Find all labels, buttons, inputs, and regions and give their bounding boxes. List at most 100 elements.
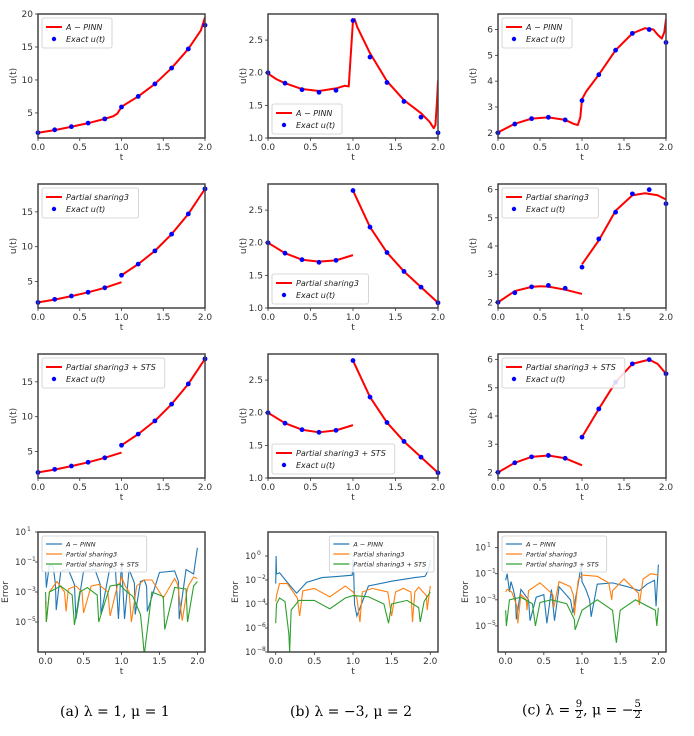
exact-point [135,431,141,437]
exact-point [512,290,518,296]
y-tick-label: 10 [475,622,486,632]
legend-marker-exact [281,292,287,298]
y-tick-label: 3 [487,440,493,450]
x-tick-label: 0.0 [261,483,276,493]
x-tick-label: 1.0 [346,143,361,153]
legend-label: Partial sharing3 + STS [353,560,426,568]
caption-c-mid: , μ = − [583,702,634,719]
x-tick-label: 1.0 [575,313,590,323]
exact-point [69,463,74,469]
x-axis-label: t [120,493,124,503]
y-tick-label: 10 [22,76,34,86]
exact-point [546,453,551,458]
exact-point [646,357,652,363]
x-tick-label: 2.0 [659,143,674,153]
legend-box [41,357,166,389]
legend-label: Partial sharing3 + STS [66,560,139,568]
y-tick-exponent: −6 [257,622,266,629]
exact-point [367,224,373,230]
caption-a-label: (a) [60,704,80,720]
exact-point [102,455,108,461]
legend-marker-exact [51,376,57,382]
legend: Partial sharing3 Exact u(t) [501,187,599,219]
caption-a-text: λ = 1, μ = 1 [83,704,170,720]
legend: A − PINN Exact u(t) [501,17,573,49]
exact-point [299,257,305,263]
exact-point [169,231,175,237]
prediction-line-segment-0 [498,285,583,304]
x-tick-label: 1.5 [388,143,402,153]
x-tick-label: 1.0 [114,143,129,153]
y-tick-label: 1.0 [249,474,264,484]
x-tick-label: 2.0 [659,313,674,323]
prediction-line-segment-0 [268,411,354,434]
exact-point [135,94,141,99]
x-axis-label: t [120,667,124,677]
y-tick-label: 5 [487,214,493,224]
subplot-a-row2: 0.0 0.5 1.0 1.5 2.0 t 5 10 15 u(t) Partial sharing… [9,183,213,333]
x-tick-label: 1.5 [617,483,631,493]
subplot-a-row3: 0.0 0.5 1.0 1.5 2.0 t 5 10 15 u(t) Partial sharing… [9,353,212,503]
caption-b-label: (b) [290,704,310,720]
legend: Partial sharing3 + STS Exact u(t) [501,357,626,389]
legend-label: Exact u(t) [526,375,565,384]
x-tick-label: 0.5 [303,313,317,323]
exact-point [282,420,288,426]
exact-point [350,188,356,193]
legend-box [501,187,599,219]
subplot-c-row2: 0.0 0.5 1.0 1.5 2.0 t 2 3 4 5 6 u(t) Partial sharing… [469,183,674,333]
exact-point [169,65,175,71]
x-tick-label: 0.5 [307,657,321,667]
prediction-line-segment-0 [498,454,583,474]
subplot-c-row1: 0.0 0.5 1.0 1.5 2.0 t 2 3 4 5 6 u(t) A − PINN Exact u… [469,13,674,163]
y-tick-label: 2.5 [249,376,263,386]
exact-point [350,18,356,23]
y-tick-label: 1.5 [249,101,263,111]
legend: Partial sharing3 Exact u(t) [41,187,139,219]
y-tick-label: 10 [15,588,26,598]
x-tick-label: 0.0 [31,313,46,323]
y-axis-label: u(t) [469,238,479,254]
y-tick-label: 2.0 [249,69,264,79]
y-axis-label: Error [461,581,471,603]
prediction-line-segment-0 [38,281,122,304]
exact-point [152,248,158,254]
y-tick-exponent: −8 [257,646,266,653]
exact-point [418,114,424,120]
x-tick-label: 0.0 [269,657,284,667]
y-tick-exponent: −3 [27,586,36,593]
y-tick-label: 2 [487,468,493,478]
legend-label: Partial sharing3 [526,193,589,202]
y-tick-label: 1.0 [249,134,264,144]
exact-point [630,30,635,36]
y-tick-label: 5 [27,278,33,288]
x-tick-label: 1.0 [114,657,129,667]
x-axis-label: t [351,667,355,677]
y-tick-label: 15 [22,208,33,218]
y-axis-label: u(t) [469,408,479,424]
x-tick-label: 1.5 [388,483,402,493]
legend-label: A − PINN [352,540,383,548]
y-tick-label: 10 [245,576,256,586]
exact-point [119,104,124,110]
legend: Partial sharing3 Exact u(t) [271,273,369,305]
exact-point [512,460,518,466]
y-axis-label: u(t) [9,238,19,254]
x-tick-label: 0.5 [73,483,87,493]
x-tick-label: 1.0 [346,313,361,323]
exact-point [69,124,74,130]
subplot-b-row1: 0.0 0.5 1.0 1.5 2.0t1.01.52.02.5u(t)A − PINN… [239,13,445,163]
x-tick-label: 2.0 [198,313,213,323]
legend-box [271,273,369,305]
exact-point [630,191,635,197]
x-axis-label: t [580,667,584,677]
y-tick-label: 5 [27,109,33,119]
x-tick-label: 1.5 [152,657,166,667]
legend-label: Partial sharing3 + STS [526,560,599,568]
x-axis-label: t [580,323,584,333]
y-tick-exponent: 1 [27,526,31,533]
exact-point [299,87,305,93]
x-tick-label: 0.5 [533,143,547,153]
